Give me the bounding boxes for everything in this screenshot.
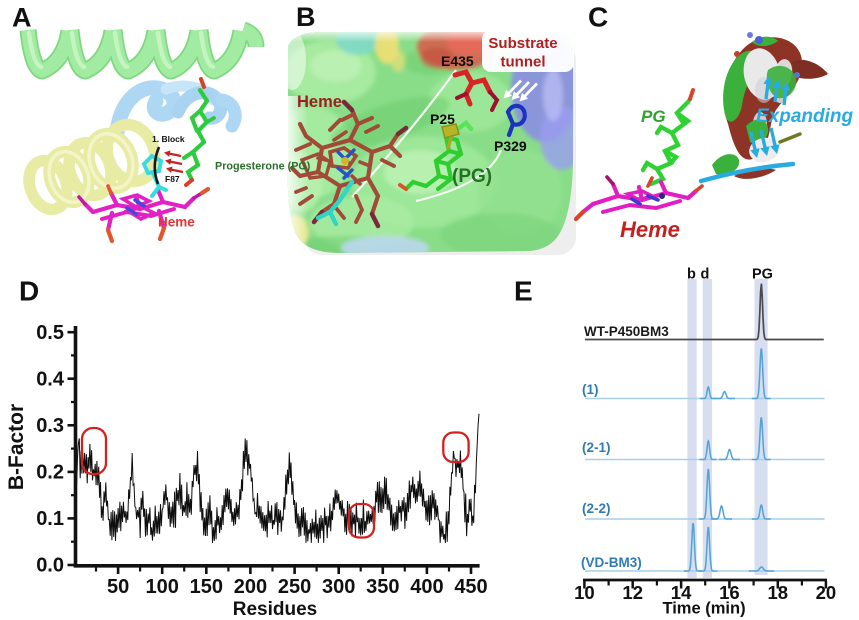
svg-text:400: 400 bbox=[410, 576, 443, 598]
svg-text:E: E bbox=[514, 276, 533, 307]
svg-text:0.2: 0.2 bbox=[36, 462, 64, 484]
svg-text:0.5: 0.5 bbox=[36, 322, 64, 344]
svg-text:10: 10 bbox=[574, 582, 595, 603]
svg-text:tunnel: tunnel bbox=[501, 54, 546, 71]
svg-text:1. Block: 1. Block bbox=[152, 134, 185, 144]
svg-text:250: 250 bbox=[278, 576, 311, 598]
svg-text:(1): (1) bbox=[582, 382, 599, 397]
svg-text:D: D bbox=[19, 276, 39, 307]
svg-text:F87: F87 bbox=[165, 174, 180, 184]
svg-text:PG: PG bbox=[641, 107, 666, 126]
svg-text:WT-P450BM3: WT-P450BM3 bbox=[584, 324, 669, 339]
svg-text:Heme: Heme bbox=[297, 93, 342, 111]
svg-text:P25: P25 bbox=[430, 111, 455, 127]
svg-text:C: C bbox=[588, 2, 608, 33]
svg-text:(VD-BM3): (VD-BM3) bbox=[581, 555, 642, 570]
svg-text:(2-1): (2-1) bbox=[582, 440, 611, 455]
svg-text:PG: PG bbox=[752, 267, 773, 283]
svg-text:E435: E435 bbox=[441, 53, 474, 69]
svg-text:d: d bbox=[701, 267, 710, 283]
svg-text:0.0: 0.0 bbox=[36, 555, 64, 577]
svg-text:350: 350 bbox=[366, 576, 399, 598]
svg-text:Substrate: Substrate bbox=[488, 35, 557, 52]
svg-text:50: 50 bbox=[107, 576, 129, 598]
svg-text:B-Factor: B-Factor bbox=[5, 404, 28, 490]
svg-text:18: 18 bbox=[768, 582, 789, 603]
svg-text:(PG): (PG) bbox=[452, 166, 492, 187]
svg-text:Heme: Heme bbox=[158, 215, 195, 230]
svg-text:20: 20 bbox=[816, 582, 837, 603]
svg-text:B: B bbox=[296, 2, 316, 32]
svg-text:Heme: Heme bbox=[620, 217, 680, 242]
svg-text:450: 450 bbox=[454, 576, 487, 598]
svg-text:(2-2): (2-2) bbox=[582, 501, 611, 516]
svg-text:Progesterone (PG): Progesterone (PG) bbox=[215, 161, 311, 173]
svg-text:b: b bbox=[687, 267, 696, 283]
svg-text:A: A bbox=[12, 3, 32, 33]
svg-text:12: 12 bbox=[622, 582, 643, 603]
svg-text:0.4: 0.4 bbox=[36, 369, 65, 391]
svg-text:P329: P329 bbox=[494, 138, 527, 154]
svg-text:100: 100 bbox=[146, 576, 179, 598]
svg-text:150: 150 bbox=[190, 576, 223, 598]
svg-text:Time (min): Time (min) bbox=[662, 600, 745, 618]
svg-text:200: 200 bbox=[234, 576, 267, 598]
svg-text:Expanding: Expanding bbox=[756, 106, 854, 127]
svg-text:0.1: 0.1 bbox=[36, 508, 64, 530]
svg-text:Residues: Residues bbox=[233, 599, 317, 620]
svg-text:14: 14 bbox=[671, 582, 692, 603]
svg-text:300: 300 bbox=[322, 576, 355, 598]
svg-text:0.3: 0.3 bbox=[36, 415, 64, 437]
svg-text:16: 16 bbox=[719, 582, 740, 603]
